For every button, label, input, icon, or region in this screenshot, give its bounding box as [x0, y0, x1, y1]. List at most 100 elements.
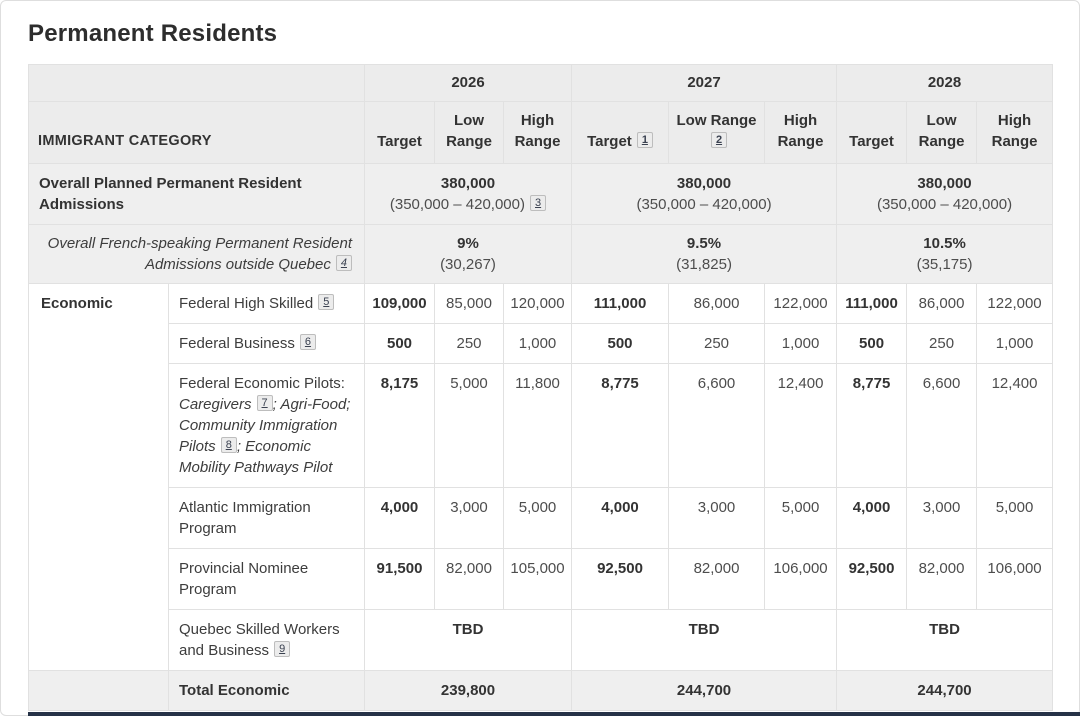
- french-2028-pct: 10.5%: [923, 235, 966, 252]
- label-text: Federal High Skilled: [179, 295, 314, 312]
- year-header-2028: 2028: [836, 64, 1054, 102]
- label-italic: ; Agri-Food; Community Immigration Pilot…: [179, 396, 351, 455]
- row-overall-planned: Overall Planned Permanent Resident Admis…: [28, 163, 1054, 225]
- total-2027-value: 244,700: [571, 670, 838, 711]
- quebec-2027-tbd: TBD: [571, 609, 838, 671]
- overall-2028-range: (350,000 – 420,000): [876, 196, 1013, 213]
- overall-2027-cell: 380,000 (350,000 – 420,000): [571, 163, 838, 225]
- value-cell: 6,600: [668, 363, 766, 488]
- total-2026-value: 239,800: [363, 670, 573, 711]
- value-cell: 91,500: [364, 548, 435, 610]
- label-text: Quebec Skilled Workers and Business: [179, 621, 340, 659]
- label-prefix: Federal Economic Pilots:: [179, 375, 345, 392]
- footnote-link-6[interactable]: 6: [299, 334, 317, 350]
- french-2027-pct: 9.5%: [686, 235, 722, 252]
- value-cell: 500: [364, 323, 435, 364]
- row-federal-economic-pilots: Federal Economic Pilots: Caregivers 7; Ag…: [29, 363, 1054, 488]
- value-cell: 12,400: [764, 363, 838, 488]
- footnote-link-7[interactable]: 7: [256, 395, 273, 411]
- row-total-economic: Total Economic 239,800 244,700 244,700: [28, 670, 1054, 711]
- value-cell: 111,000: [571, 283, 670, 324]
- french-speaking-label: Overall French-speaking Permanent Reside…: [28, 224, 365, 284]
- label-italic: Caregivers: [179, 396, 252, 413]
- value-cell: 120,000: [502, 283, 573, 324]
- overall-2028-cell: 380,000 (350,000 – 420,000): [836, 163, 1054, 225]
- economic-group-label: Economic: [28, 283, 169, 671]
- value-cell: 3,000: [434, 487, 504, 549]
- french-2027-count: (31,825): [676, 256, 732, 273]
- header-2027-low-range: Low Range 2: [668, 101, 766, 164]
- bottom-divider-bar: [28, 712, 1080, 716]
- immigrant-category-header: IMMIGRANT CATEGORY: [28, 101, 365, 164]
- empty-corner-cell: [28, 64, 365, 102]
- footnote-link-4[interactable]: 4: [335, 255, 352, 271]
- value-cell: 82,000: [434, 548, 504, 610]
- value-cell: 106,000: [976, 548, 1054, 610]
- range-text: (350,000 – 420,000): [389, 196, 525, 213]
- footnote-link-8[interactable]: 8: [220, 437, 237, 453]
- value-cell: 5,000: [502, 487, 573, 549]
- year-header-2027: 2027: [571, 64, 838, 102]
- row-provincial-nominee: Provincial Nominee Program 91,500 82,000…: [29, 548, 1054, 610]
- value-cell: 85,000: [434, 283, 504, 324]
- total-2028-value: 244,700: [836, 670, 1054, 711]
- footnote-link-5[interactable]: 5: [318, 294, 335, 310]
- quebec-label: Quebec Skilled Workers and Business 9: [168, 609, 365, 671]
- overall-2026-total: 380,000: [440, 175, 496, 192]
- header-2027-target: Target 1: [571, 101, 670, 164]
- value-cell: 111,000: [836, 283, 908, 324]
- overall-2027-total: 380,000: [676, 175, 732, 192]
- value-cell: 1,000: [764, 323, 838, 364]
- row-federal-business: Federal Business 6 500 250 1,000 500 250 …: [29, 323, 1054, 364]
- header-2028-high-range: High Range: [976, 101, 1054, 164]
- footnote-link-1[interactable]: 1: [636, 132, 653, 148]
- value-cell: 82,000: [906, 548, 978, 610]
- row-quebec-skilled: Quebec Skilled Workers and Business 9 TBD…: [29, 609, 1054, 671]
- value-cell: 3,000: [668, 487, 766, 549]
- row-federal-high-skilled: Economic Federal High Skilled 5 109,000 8…: [28, 283, 1054, 671]
- footnote-link-2[interactable]: 2: [710, 132, 728, 148]
- quebec-2028-tbd: TBD: [836, 609, 1054, 671]
- french-2027-cell: 9.5% (31,825): [571, 224, 838, 284]
- label-text: Overall French-speaking Permanent Reside…: [47, 235, 352, 273]
- overall-2027-range: (350,000 – 420,000): [636, 196, 772, 213]
- value-cell: 5,000: [434, 363, 504, 488]
- label-italic: ; Economic Mobility Pathways Pilot: [179, 438, 333, 476]
- row-atlantic-immigration: Atlantic Immigration Program 4,000 3,000…: [29, 487, 1054, 549]
- pnp-label: Provincial Nominee Program: [168, 548, 365, 610]
- footnote-link-9[interactable]: 9: [274, 641, 291, 657]
- header-2026-high-range: High Range: [502, 101, 573, 164]
- value-cell: 86,000: [906, 283, 978, 324]
- value-cell: 500: [571, 323, 670, 364]
- value-cell: 6,600: [906, 363, 978, 488]
- column-header-row: IMMIGRANT CATEGORY Target Low Range High…: [28, 101, 1054, 164]
- permanent-residents-table: 2026 2027 2028 IMMIGRANT CATEGORY Target…: [28, 64, 1054, 711]
- value-cell: 4,000: [364, 487, 435, 549]
- value-cell: 8,775: [836, 363, 908, 488]
- value-cell: 122,000: [976, 283, 1054, 324]
- value-cell: 11,800: [502, 363, 573, 488]
- footnote-link-3[interactable]: 3: [530, 195, 547, 211]
- value-cell: 4,000: [836, 487, 908, 549]
- federal-economic-pilots-label: Federal Economic Pilots: Caregivers 7; Ag…: [168, 363, 365, 488]
- year-header-2026: 2026: [363, 64, 573, 102]
- overall-2028-total: 380,000: [917, 175, 972, 192]
- value-cell: 3,000: [906, 487, 978, 549]
- french-2028-cell: 10.5% (35,175): [836, 224, 1054, 284]
- overall-2026-range: (350,000 – 420,000) 3: [371, 194, 565, 215]
- value-cell: 106,000: [764, 548, 838, 610]
- overall-2026-cell: 380,000 (350,000 – 420,000) 3: [363, 163, 573, 225]
- value-cell: 86,000: [668, 283, 766, 324]
- federal-business-label: Federal Business 6: [168, 323, 365, 364]
- header-label: Target: [587, 133, 632, 150]
- value-cell: 1,000: [502, 323, 573, 364]
- french-2026-cell: 9% (30,267): [363, 224, 573, 284]
- header-2027-high-range: High Range: [764, 101, 838, 164]
- year-header-row: 2026 2027 2028: [28, 64, 1054, 102]
- french-2026-count: (30,267): [440, 256, 496, 273]
- header-2028-low-range: Low Range: [906, 101, 978, 164]
- value-cell: 1,000: [976, 323, 1054, 364]
- value-cell: 250: [434, 323, 504, 364]
- atlantic-label: Atlantic Immigration Program: [168, 487, 365, 549]
- value-cell: 5,000: [976, 487, 1054, 549]
